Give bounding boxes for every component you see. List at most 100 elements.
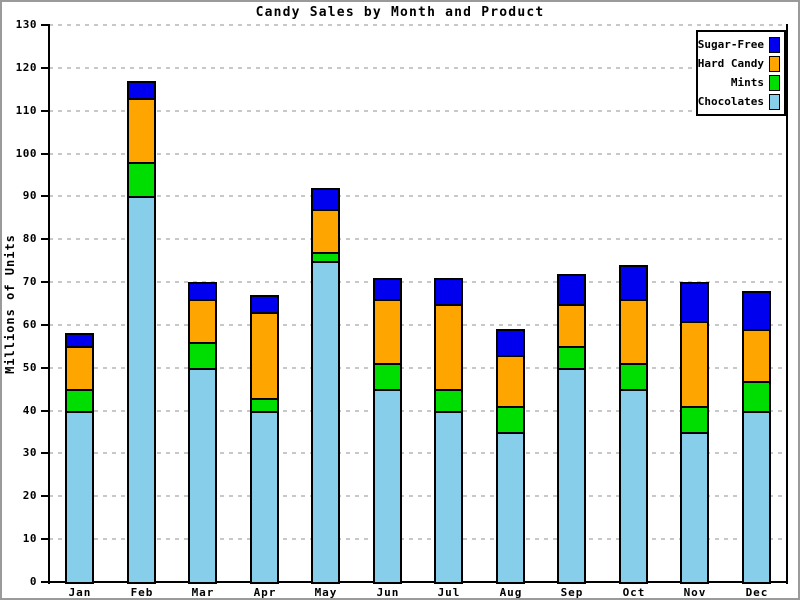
gridline xyxy=(49,410,787,412)
gridline xyxy=(49,367,787,369)
bar-segment-nov-hard-candy xyxy=(680,321,709,408)
y-tick xyxy=(41,581,50,583)
bar-segment-jun-hard-candy xyxy=(373,299,402,365)
y-axis-line xyxy=(48,24,50,584)
x-tick-label: Nov xyxy=(683,586,707,599)
y-tick-label: 20 xyxy=(22,489,37,502)
bar-segment-mar-hard-candy xyxy=(188,299,217,344)
bar-segment-feb-mints xyxy=(127,162,156,198)
gridline xyxy=(49,538,787,540)
legend-swatch-hard-candy xyxy=(769,55,780,72)
gridline xyxy=(49,24,787,26)
bar-segment-sep-chocolates xyxy=(557,368,586,584)
gridline xyxy=(49,324,787,326)
bar-segment-sep-sugar-free xyxy=(557,274,586,306)
legend-swatch-sugar-free xyxy=(769,36,780,53)
legend-swatch-chocolates xyxy=(769,93,780,110)
y-tick-label: 100 xyxy=(15,147,37,160)
bar-segment-oct-sugar-free xyxy=(619,265,648,301)
y-tick-label: 70 xyxy=(22,275,37,288)
bar-segment-may-chocolates xyxy=(311,261,340,584)
bar-segment-jan-sugar-free xyxy=(65,333,94,348)
bar-segment-feb-hard-candy xyxy=(127,98,156,164)
legend-item: Sugar-Free xyxy=(698,35,780,54)
y-tick-label: 90 xyxy=(22,189,37,202)
y-tick-label: 130 xyxy=(15,18,37,31)
y-tick xyxy=(41,538,50,540)
bar-segment-aug-chocolates xyxy=(496,432,525,584)
y-tick xyxy=(41,367,50,369)
x-tick-label: Aug xyxy=(499,586,523,599)
legend-label: Mints xyxy=(730,76,764,89)
legend-item: Mints xyxy=(702,73,780,92)
y-tick xyxy=(41,153,50,155)
legend-label: Sugar-Free xyxy=(697,38,764,51)
y-tick xyxy=(41,410,50,412)
bar-segment-sep-hard-candy xyxy=(557,304,586,348)
bar-segment-apr-chocolates xyxy=(250,411,279,584)
y-tick xyxy=(41,238,50,240)
bar-segment-jul-hard-candy xyxy=(434,304,463,391)
legend-item: Chocolates xyxy=(698,92,780,111)
y-tick-label: 120 xyxy=(15,61,37,74)
y-tick-label: 10 xyxy=(22,532,37,545)
y-tick xyxy=(41,24,50,26)
y-tick xyxy=(41,452,50,454)
bar-segment-jul-sugar-free xyxy=(434,278,463,306)
bar-segment-dec-mints xyxy=(742,381,771,413)
gridline xyxy=(49,67,787,69)
bar-segment-jun-sugar-free xyxy=(373,278,402,301)
bar-segment-oct-hard-candy xyxy=(619,299,648,365)
x-axis-line xyxy=(48,581,788,583)
bar-segment-sep-mints xyxy=(557,346,586,370)
bar-segment-feb-chocolates xyxy=(127,196,156,584)
y-tick xyxy=(41,67,50,69)
x-tick-label: May xyxy=(314,586,338,599)
bar-segment-apr-mints xyxy=(250,398,279,413)
bar-segment-jul-mints xyxy=(434,389,463,413)
bar-segment-oct-chocolates xyxy=(619,389,648,584)
y-tick xyxy=(41,324,50,326)
bar-segment-mar-mints xyxy=(188,342,217,370)
bar-segment-aug-hard-candy xyxy=(496,355,525,408)
bar-segment-may-hard-candy xyxy=(311,209,340,254)
x-tick-label: Oct xyxy=(622,586,646,599)
x-tick-label: Apr xyxy=(253,586,277,599)
x-tick-label: Mar xyxy=(191,586,215,599)
x-tick-label: Dec xyxy=(745,586,769,599)
chart-title: Candy Sales by Month and Product xyxy=(255,5,545,20)
y-tick-label: 0 xyxy=(29,575,37,588)
bar-segment-dec-chocolates xyxy=(742,411,771,584)
x-tick-label: Jun xyxy=(376,586,400,599)
y-tick-label: 60 xyxy=(22,318,37,331)
legend-box: Sugar-Free Hard Candy Mints Chocolates xyxy=(696,30,786,116)
gridline xyxy=(49,195,787,197)
y-tick-label: 110 xyxy=(15,104,37,117)
bar-segment-dec-hard-candy xyxy=(742,329,771,383)
y-tick-label: 30 xyxy=(22,446,37,459)
bar-segment-nov-mints xyxy=(680,406,709,434)
bar-segment-jan-hard-candy xyxy=(65,346,94,391)
gridline xyxy=(49,110,787,112)
bar-segment-may-sugar-free xyxy=(311,188,340,211)
gridline xyxy=(49,495,787,497)
legend-label: Chocolates xyxy=(697,95,764,108)
x-tick-label: Sep xyxy=(560,586,584,599)
y-tick-label: 50 xyxy=(22,361,37,374)
gridline xyxy=(49,153,787,155)
y-tick xyxy=(41,195,50,197)
bar-segment-aug-mints xyxy=(496,406,525,434)
bar-segment-dec-sugar-free xyxy=(742,291,771,331)
legend-swatch-mints xyxy=(769,74,780,91)
bar-segment-jul-chocolates xyxy=(434,411,463,584)
bar-segment-jan-chocolates xyxy=(65,411,94,584)
legend-item: Hard Candy xyxy=(698,54,780,73)
bar-segment-aug-sugar-free xyxy=(496,329,525,357)
y-tick xyxy=(41,110,50,112)
bar-segment-apr-hard-candy xyxy=(250,312,279,400)
plot-right-border xyxy=(786,24,788,584)
y-tick-label: 80 xyxy=(22,232,37,245)
bar-segment-jun-chocolates xyxy=(373,389,402,584)
bar-segment-oct-mints xyxy=(619,363,648,391)
bar-segment-mar-sugar-free xyxy=(188,282,217,301)
